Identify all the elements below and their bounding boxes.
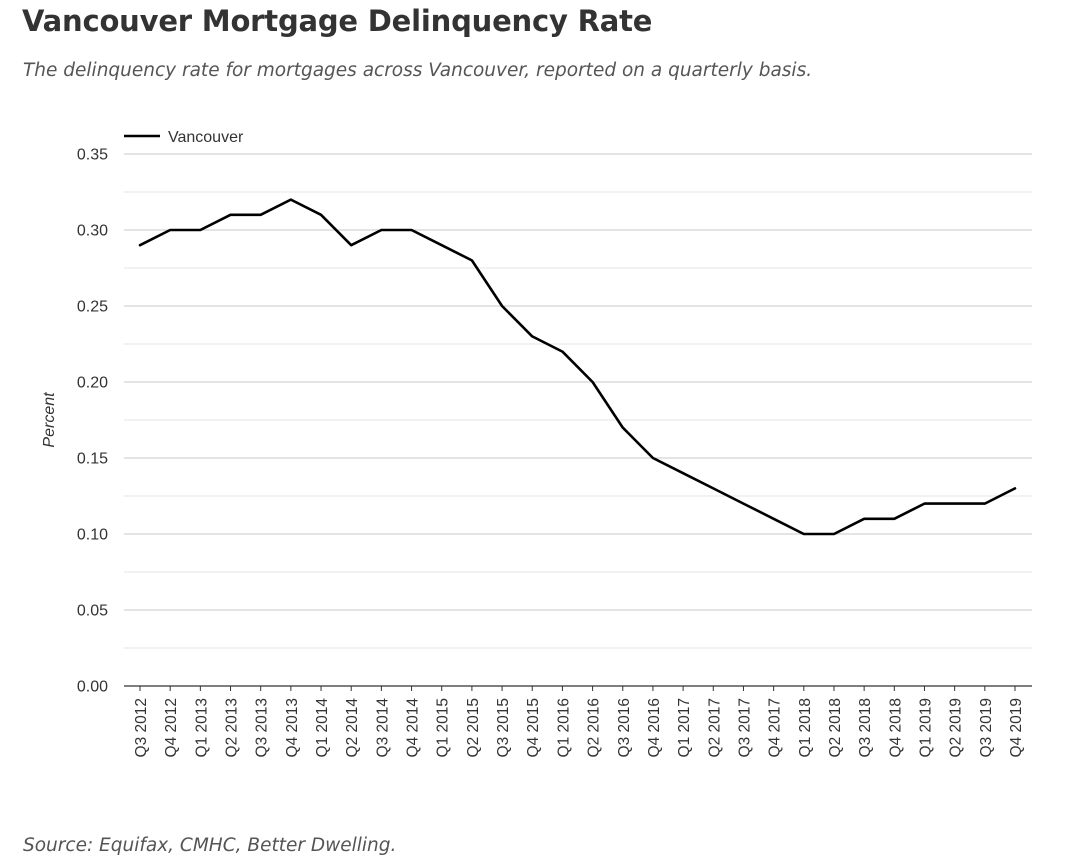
- line-chart: 0.00 0.05 0.10 0.15 0.20 0.25 0.30 0.35 Q3 2012…: [41, 129, 1032, 757]
- x-tick-label: Q2 2017: [706, 698, 723, 757]
- x-tick-label: Q2 2019: [948, 698, 965, 757]
- x-tick-label: Q3 2013: [254, 698, 271, 757]
- x-tick-label: Q3 2012: [133, 698, 150, 757]
- x-tick-label: Q2 2018: [827, 698, 844, 757]
- y-tick-label: 0.30: [77, 223, 108, 240]
- x-tick-label: Q1 2017: [676, 698, 693, 757]
- chart-title: Vancouver Mortgage Delinquency Rate: [22, 4, 653, 38]
- x-tick-label: Q2 2015: [465, 698, 482, 757]
- x-tick-label: Q3 2015: [495, 698, 512, 757]
- x-tick-label: Q1 2013: [193, 698, 210, 757]
- x-tick-label: Q4 2012: [163, 698, 180, 757]
- grid-lines: [124, 153, 1032, 649]
- y-axis-ticks: 0.00 0.05 0.10 0.15 0.20 0.25 0.30 0.35: [77, 147, 108, 696]
- x-tick-label: Q2 2016: [586, 698, 603, 757]
- y-tick-label: 0.20: [77, 375, 108, 392]
- x-tick-label: Q4 2018: [887, 698, 904, 757]
- x-tick-label: Q2 2013: [224, 698, 241, 757]
- x-tick-label: Q4 2013: [284, 698, 301, 757]
- legend: Vancouver: [124, 129, 244, 146]
- chart-source: Source: Equifax, CMHC, Better Dwelling.: [23, 835, 397, 856]
- y-tick-label: 0.10: [77, 527, 108, 544]
- x-tick-label: Q1 2015: [435, 698, 452, 757]
- y-axis-label: Percent: [41, 392, 58, 448]
- x-axis-ticks: Q3 2012 Q4 2012 Q1 2013 Q2 2013 Q3 2013 Q4 20…: [133, 686, 1025, 757]
- x-tick-label: Q4 2014: [405, 698, 422, 758]
- series-vancouver: [138, 198, 1017, 536]
- y-tick-label: 0.15: [77, 451, 108, 468]
- x-tick-label: Q2 2014: [344, 698, 361, 758]
- x-tick-label: Q4 2016: [646, 698, 663, 757]
- y-tick-label: 0.35: [77, 147, 108, 164]
- x-tick-label: Q3 2014: [374, 698, 391, 758]
- x-tick-label: Q1 2014: [314, 698, 331, 758]
- series-line-vancouver: [138, 198, 1017, 536]
- x-tick-label: Q3 2016: [616, 698, 633, 757]
- x-tick-label: Q3 2018: [857, 698, 874, 757]
- legend-label-vancouver: Vancouver: [168, 129, 244, 146]
- y-tick-label: 0.25: [77, 299, 108, 316]
- x-tick-label: Q1 2018: [797, 698, 814, 757]
- y-tick-label: 0.00: [77, 679, 108, 696]
- x-tick-label: Q3 2017: [736, 698, 753, 757]
- x-tick-label: Q4 2017: [767, 698, 784, 757]
- x-tick-label: Q1 2016: [555, 698, 572, 757]
- x-tick-label: Q1 2019: [917, 698, 934, 757]
- chart-subtitle: The delinquency rate for mortgages acros…: [23, 60, 813, 81]
- x-tick-label: Q4 2015: [525, 698, 542, 757]
- x-tick-label: Q4 2019: [1008, 698, 1025, 757]
- x-tick-label: Q3 2019: [978, 698, 995, 757]
- y-tick-label: 0.05: [77, 603, 108, 620]
